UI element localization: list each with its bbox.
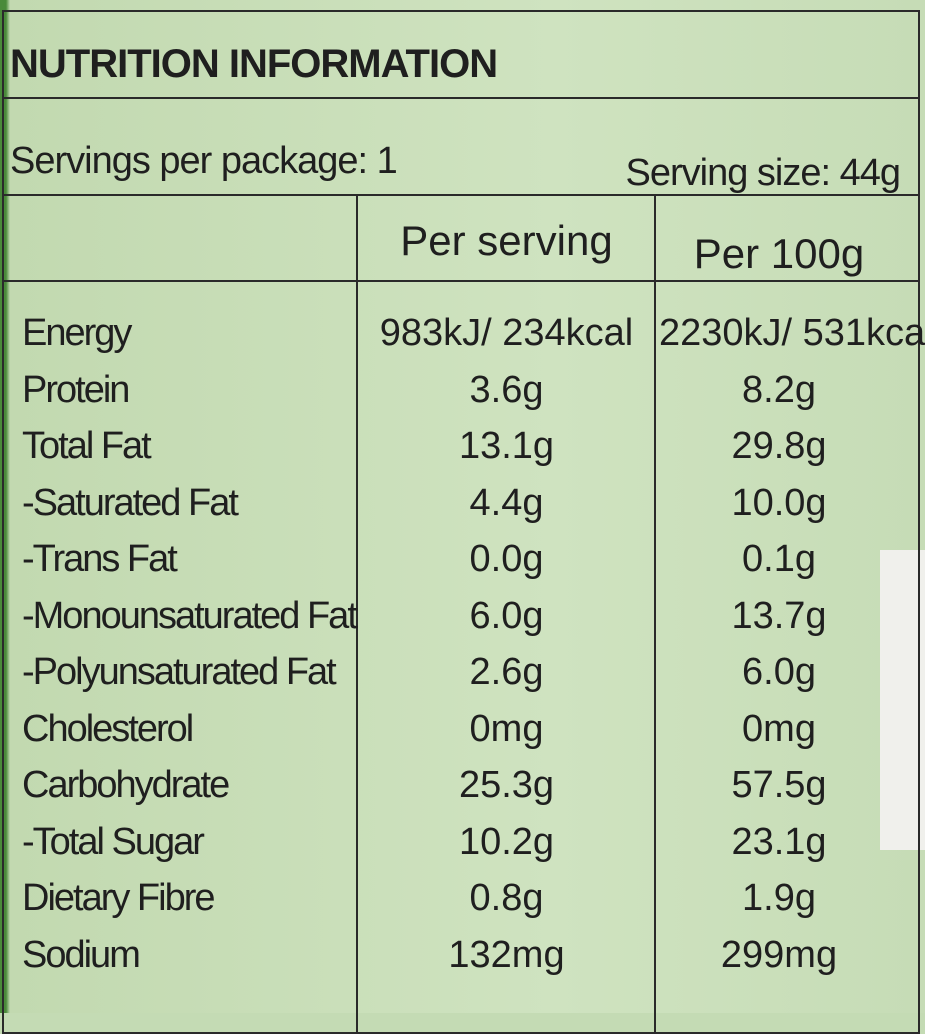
servings: Servings per package: 1 — [10, 140, 398, 182]
nutrient-value: 983kJ/ 234kcal — [379, 312, 634, 354]
nutrient-row: Dietary Fibre 0.8g 1.9g — [4, 877, 918, 933]
nutrient-name: Carbohydrate — [22, 764, 230, 806]
nutrient-name: -Total Sugar — [22, 820, 205, 863]
nutrient-value: 2.6g — [469, 651, 544, 693]
nutrient-value: 6.0g — [742, 651, 816, 693]
nutrient-value: 10.0g — [731, 481, 827, 524]
nutrition-panel: NUTRITION INFORMATION Servings per packa… — [2, 10, 925, 1034]
rule — [4, 280, 918, 282]
nutrient-row: Protein 3.6g 8.2g — [4, 369, 918, 425]
barcode-strip — [880, 550, 925, 850]
nutrient-value: 25.3g — [458, 764, 555, 806]
nutrient-name: Cholesterol — [22, 707, 194, 750]
nutrient-name: Protein — [22, 368, 130, 411]
nutrient-value: 29.8g — [731, 425, 827, 467]
nutrient-row: -Trans Fat 0.0g 0.1g — [4, 538, 918, 594]
nutrient-value: 13.7g — [731, 594, 827, 637]
nutrient-value: 2230kJ/ 531kcal — [659, 312, 925, 354]
column-header: Per 100g — [693, 230, 865, 277]
nutrient-value: 8.2g — [742, 368, 816, 411]
nutrient-row: Total Fat 13.1g 29.8g — [4, 425, 918, 481]
nutrient-value: 0mg — [469, 707, 544, 750]
nutrient-value: 1.9g — [742, 877, 816, 919]
nutrient-row: Sodium 132mg 299mg — [4, 934, 918, 990]
nutrient-value: 3.6g — [469, 368, 544, 411]
nutrient-row: -Polyunsaturated Fat 2.6g 6.0g — [4, 651, 918, 707]
nutrient-name: -Monounsaturated Fat — [22, 594, 358, 637]
nutrient-value: 0.8g — [469, 877, 544, 919]
nutrient-name: Sodium — [22, 933, 141, 976]
column-rule — [356, 194, 358, 1034]
nutrient-value: 6.0g — [469, 594, 544, 637]
column-header: Per serving — [400, 217, 613, 264]
nutrient-name: Dietary Fibre — [22, 877, 215, 919]
nutrient-value: 23.1g — [731, 820, 827, 863]
nutrient-value: 132mg — [448, 933, 565, 976]
nutrient-row: -Saturated Fat 4.4g 10.0g — [4, 482, 918, 538]
nutrient-value: 0.0g — [469, 538, 544, 580]
nutrient-value: 13.1g — [458, 425, 555, 467]
nutrient-value: 57.5g — [731, 764, 827, 806]
nutrient-value: 0mg — [742, 707, 816, 750]
nutrient-value: 0.1g — [742, 538, 816, 580]
nutrient-name: -Trans Fat — [22, 538, 178, 580]
nutrient-row: Carbohydrate 25.3g 57.5g — [4, 764, 918, 820]
nutrient-row: -Total Sugar 10.2g 23.1g — [4, 821, 918, 877]
rule — [4, 97, 918, 99]
nutrient-row: Cholesterol 0mg 0mg — [4, 708, 918, 764]
nutrient-name: Energy — [22, 312, 132, 354]
nutrient-name: Total Fat — [22, 425, 152, 467]
rule — [4, 194, 918, 196]
column-rule — [654, 194, 656, 1034]
nutrient-name: -Saturated Fat — [22, 481, 239, 524]
title: NUTRITION INFORMATION — [10, 42, 498, 86]
nutrient-name: -Polyunsaturated Fat — [22, 651, 337, 693]
nutrient-row: Energy 983kJ/ 234kcal 2230kJ/ 531kcal — [4, 312, 925, 368]
nutrient-row: -Monounsaturated Fat 6.0g 13.7g — [4, 595, 918, 651]
nutrient-value: 10.2g — [458, 820, 555, 863]
nutrient-value: 4.4g — [469, 481, 544, 524]
serving-size: Serving size: 44g — [625, 152, 901, 194]
nutrient-value: 299mg — [720, 933, 838, 976]
